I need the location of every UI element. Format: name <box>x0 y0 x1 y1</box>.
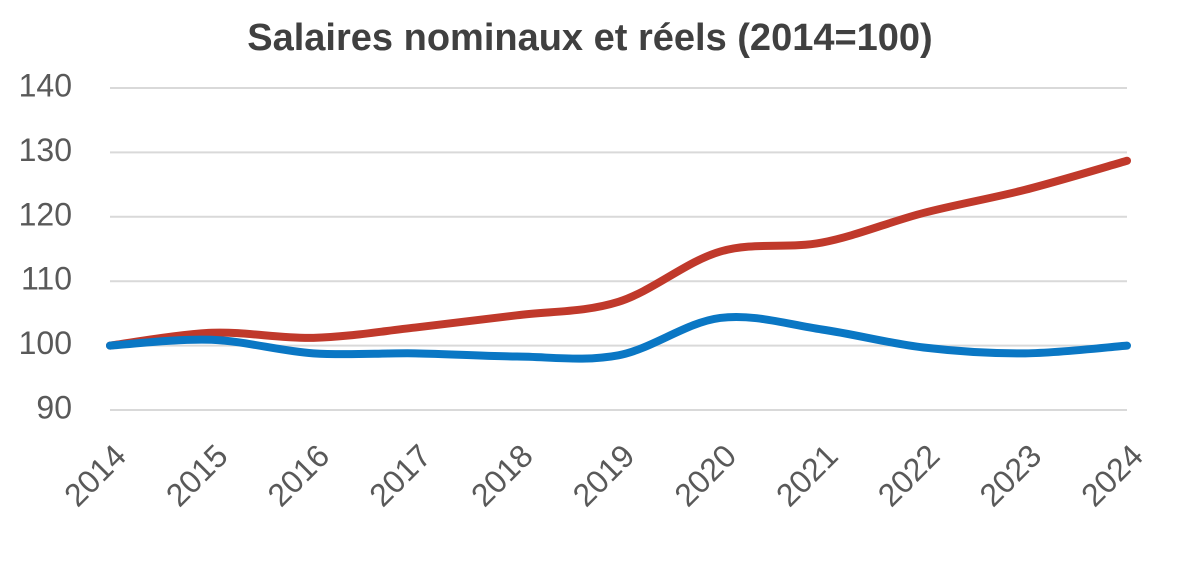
chart-title: Salaires nominaux et réels (2014=100) <box>247 17 932 59</box>
x-tick-label: 2018 <box>464 437 540 513</box>
x-tick-label: 2019 <box>566 437 642 513</box>
x-tick-label: 2022 <box>871 437 947 513</box>
y-tick-label: 110 <box>21 261 72 297</box>
x-tick-label: 2017 <box>362 437 438 513</box>
x-tick-label: 2024 <box>1074 437 1150 513</box>
y-tick-label: 100 <box>19 325 72 361</box>
y-tick-label: 90 <box>36 389 72 425</box>
x-tick-label: 2016 <box>261 437 337 513</box>
x-tick-label: 2021 <box>769 437 845 513</box>
line-series <box>106 156 1131 350</box>
y-tick-label: 120 <box>19 196 72 232</box>
x-tick-label: 2020 <box>667 437 743 513</box>
x-tick-label: 2014 <box>57 437 133 513</box>
y-tick-label: 130 <box>19 132 72 168</box>
y-tick-label: 140 <box>19 67 72 103</box>
x-tick-label: 2023 <box>972 437 1048 513</box>
line-series <box>106 312 1131 363</box>
x-tick-label: 2015 <box>159 437 235 513</box>
